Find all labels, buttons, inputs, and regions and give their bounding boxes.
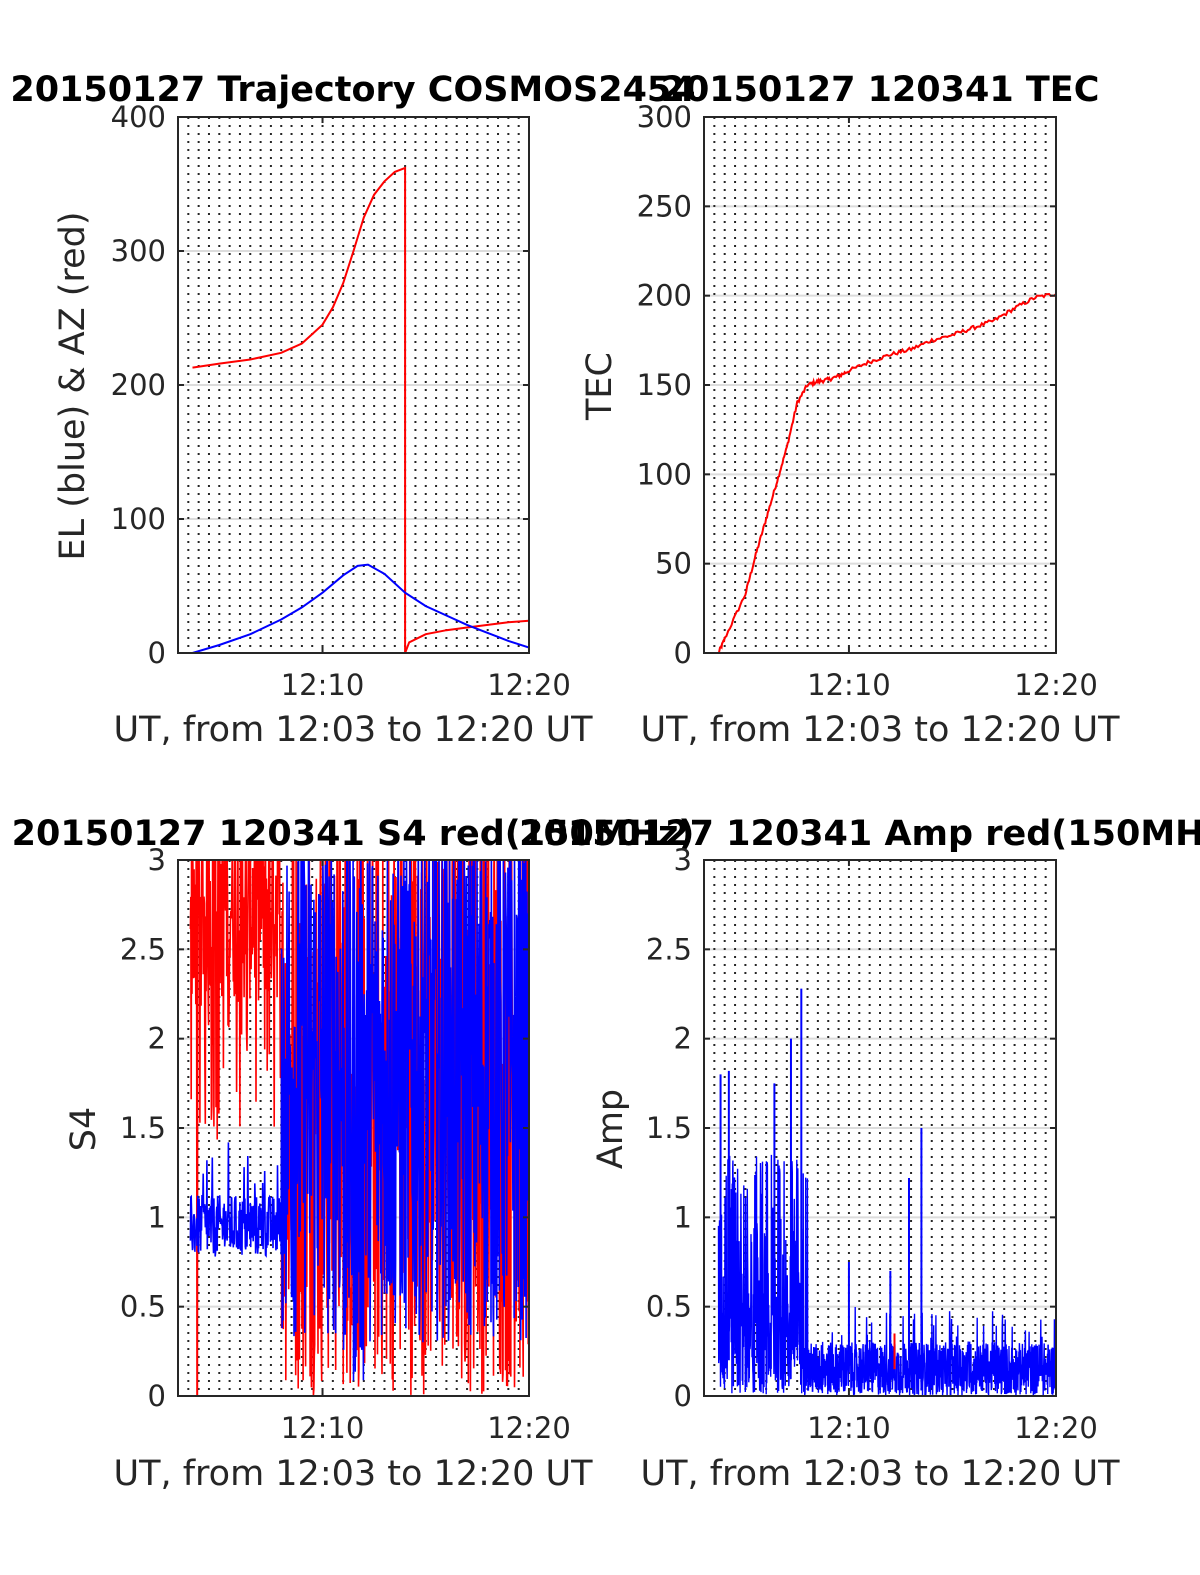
tec-title: 20150127 120341 TEC bbox=[661, 70, 1100, 110]
s4-title: 20150127 120341 S4 red(150MHz) bbox=[12, 814, 695, 854]
y-tick-label: 1 bbox=[674, 1200, 692, 1234]
y-tick-label: 200 bbox=[637, 279, 692, 313]
x-tick-label: 12:20 bbox=[1014, 1411, 1098, 1445]
y-tick-label: 1.5 bbox=[120, 1111, 166, 1145]
y-tick-label: 100 bbox=[111, 502, 166, 536]
y-tick-label: 0 bbox=[674, 1379, 692, 1413]
trajectory-panel: UT, from 12:03 to 12:20 UT EL (blue) & A… bbox=[10, 70, 695, 750]
y-tick-label: 0 bbox=[148, 1379, 166, 1413]
y-tick-label: 3 bbox=[674, 843, 692, 877]
trajectory-title: 20150127 Trajectory COSMOS2454 bbox=[10, 70, 695, 110]
x-tick-label: 12:10 bbox=[281, 668, 365, 702]
y-tick-label: 2.5 bbox=[120, 932, 166, 966]
series-line-tec bbox=[718, 292, 1056, 653]
x-tick-label: 12:20 bbox=[1014, 668, 1098, 702]
y-tick-label: 200 bbox=[111, 368, 166, 402]
s4-panel: UT, from 12:03 to 12:20 UT S4 0 0.5 1 1.5 2 2… bbox=[12, 814, 695, 1494]
amp-xlabel: UT, from 12:03 to 12:20 UT bbox=[640, 1454, 1120, 1494]
y-tick-label: 3 bbox=[148, 843, 166, 877]
tec-ylabel: TEC bbox=[580, 352, 620, 421]
trajectory-ylabel: EL (blue) & AZ (red) bbox=[53, 212, 93, 561]
y-tick-label: 400 bbox=[111, 100, 166, 134]
y-tick-label: 250 bbox=[637, 189, 692, 223]
series-line-blue bbox=[189, 860, 529, 1381]
trajectory-xlabel: UT, from 12:03 to 12:20 UT bbox=[113, 710, 593, 750]
y-tick-label: 2.5 bbox=[646, 932, 692, 966]
x-tick-label: 12:20 bbox=[487, 668, 571, 702]
s4-ylabel: S4 bbox=[64, 1107, 104, 1152]
y-tick-label: 50 bbox=[655, 547, 692, 581]
y-tick-label: 100 bbox=[637, 457, 692, 491]
plot-content bbox=[189, 860, 529, 1396]
plot-content bbox=[192, 166, 529, 653]
y-tick-label: 150 bbox=[637, 368, 692, 402]
y-tick-label: 2 bbox=[674, 1022, 692, 1056]
plot-content bbox=[717, 988, 1056, 1396]
x-tick-label: 12:10 bbox=[807, 1411, 891, 1445]
y-tick-label: 0.5 bbox=[646, 1290, 692, 1324]
y-tick-label: 0 bbox=[674, 636, 692, 670]
y-tick-label: 300 bbox=[637, 100, 692, 134]
series-line-el bbox=[192, 563, 529, 653]
amp-title: 20150127 120341 Amp red(150MHz) bbox=[519, 814, 1200, 854]
series-line-az bbox=[192, 166, 529, 653]
amp-panel: UT, from 12:03 to 12:20 UT Amp 0 0.5 1 1.5 2… bbox=[519, 814, 1200, 1494]
y-tick-label: 2 bbox=[148, 1022, 166, 1056]
x-tick-label: 12:20 bbox=[487, 1411, 571, 1445]
tec-xlabel: UT, from 12:03 to 12:20 UT bbox=[640, 710, 1120, 750]
plot-content bbox=[718, 292, 1056, 653]
x-tick-label: 12:10 bbox=[281, 1411, 365, 1445]
tec-panel: UT, from 12:03 to 12:20 UT TEC 0 50 100 150… bbox=[580, 70, 1120, 750]
y-tick-label: 0.5 bbox=[120, 1290, 166, 1324]
s4-xlabel: UT, from 12:03 to 12:20 UT bbox=[113, 1454, 593, 1494]
x-tick-label: 12:10 bbox=[807, 668, 891, 702]
y-tick-label: 300 bbox=[111, 234, 166, 268]
y-tick-label: 1.5 bbox=[646, 1111, 692, 1145]
amp-ylabel: Amp bbox=[591, 1089, 631, 1169]
y-tick-label: 1 bbox=[148, 1200, 166, 1234]
y-tick-label: 0 bbox=[148, 636, 166, 670]
